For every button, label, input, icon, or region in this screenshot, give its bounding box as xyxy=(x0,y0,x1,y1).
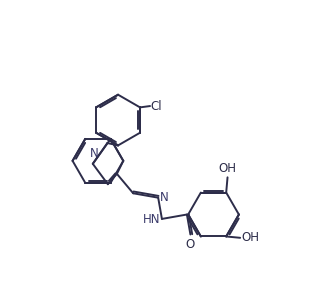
Text: N: N xyxy=(160,191,168,204)
Text: N: N xyxy=(90,147,99,160)
Text: OH: OH xyxy=(218,162,237,175)
Text: Cl: Cl xyxy=(151,99,162,113)
Text: O: O xyxy=(186,238,195,252)
Text: HN: HN xyxy=(143,213,161,226)
Text: OH: OH xyxy=(242,231,259,244)
